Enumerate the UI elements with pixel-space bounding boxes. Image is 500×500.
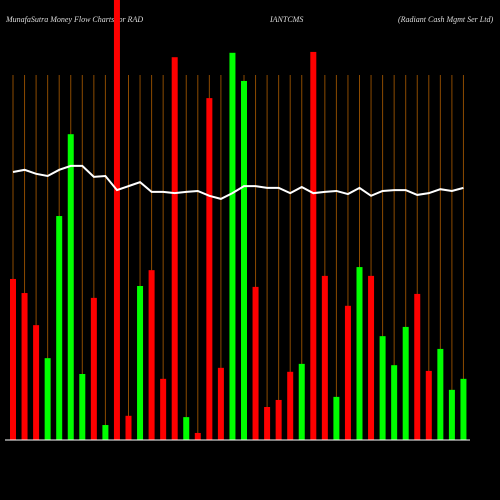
- bar: [368, 275, 375, 440]
- bar: [275, 399, 282, 440]
- bar: [287, 371, 294, 440]
- bar: [217, 367, 224, 440]
- bar: [391, 365, 398, 440]
- bar: [379, 336, 386, 440]
- bar: [206, 98, 213, 441]
- bar: [310, 51, 317, 441]
- bar: [137, 286, 144, 440]
- money-flow-line: [12, 164, 464, 200]
- bar: [460, 378, 467, 440]
- bar: [356, 267, 363, 440]
- bar: [333, 396, 340, 440]
- bar: [56, 216, 63, 440]
- bar: [264, 407, 271, 440]
- bar: [90, 297, 97, 440]
- bar: [194, 432, 201, 440]
- bar: [321, 275, 328, 440]
- bar: [171, 57, 178, 440]
- bar: [252, 286, 259, 440]
- bar: [402, 326, 409, 440]
- bar: [21, 293, 28, 440]
- bar: [33, 325, 40, 440]
- bar: [160, 378, 167, 440]
- bar: [44, 358, 51, 440]
- bar: [10, 278, 16, 440]
- chart-subtitle: (Radiant Cash Mgmt Ser Ltd): [398, 15, 493, 24]
- bar: [344, 305, 351, 440]
- chart-title: MunafaSutra Money Flow Charts for RAD: [5, 15, 143, 24]
- bar: [229, 52, 236, 441]
- bar: [241, 80, 247, 441]
- bar: [125, 415, 132, 440]
- bar: [414, 293, 421, 440]
- bar: [102, 425, 109, 440]
- bar: [79, 374, 86, 440]
- bar: [148, 270, 155, 440]
- bar: [425, 370, 432, 440]
- bar: [67, 134, 74, 440]
- bar: [437, 348, 444, 440]
- bar: [113, 0, 120, 440]
- bar: [183, 417, 190, 440]
- chart-title: IANTCMS: [269, 15, 303, 24]
- bar: [298, 363, 305, 440]
- bar: [448, 389, 455, 440]
